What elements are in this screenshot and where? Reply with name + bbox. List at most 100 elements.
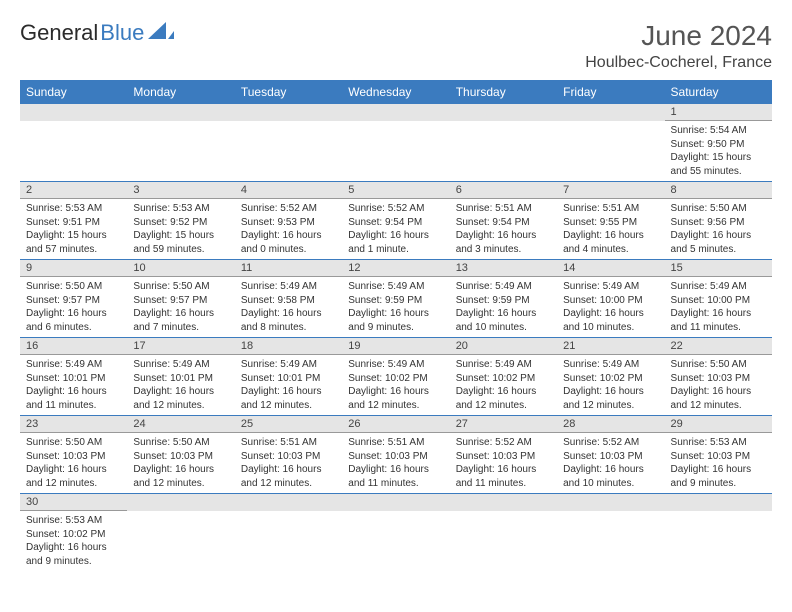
sunset-line: Sunset: 10:02 PM: [26, 528, 121, 542]
daylight-line: Daylight: 16 hours and 12 minutes.: [671, 385, 766, 412]
daylight-line: Daylight: 16 hours and 12 minutes.: [133, 463, 228, 490]
day-number: 29: [665, 416, 772, 433]
daylight-line: Daylight: 16 hours and 12 minutes.: [26, 463, 121, 490]
sunset-line: Sunset: 10:02 PM: [456, 372, 551, 386]
sunrise-line: Sunrise: 5:49 AM: [348, 280, 443, 294]
day-number: 8: [665, 182, 772, 199]
day-number-empty: [20, 104, 127, 121]
sunrise-line: Sunrise: 5:49 AM: [456, 358, 551, 372]
day-content: Sunrise: 5:53 AMSunset: 9:51 PMDaylight:…: [20, 199, 127, 259]
day-number: 30: [20, 494, 127, 511]
day-number: 24: [127, 416, 234, 433]
daylight-line: Daylight: 16 hours and 5 minutes.: [671, 229, 766, 256]
day-content: Sunrise: 5:50 AMSunset: 10:03 PMDaylight…: [127, 433, 234, 493]
day-number: 28: [557, 416, 664, 433]
sunset-line: Sunset: 10:03 PM: [671, 372, 766, 386]
day-number: 9: [20, 260, 127, 277]
sunrise-line: Sunrise: 5:49 AM: [671, 280, 766, 294]
sunset-line: Sunset: 9:58 PM: [241, 294, 336, 308]
brand-part1: General: [20, 20, 98, 46]
sunrise-line: Sunrise: 5:50 AM: [26, 436, 121, 450]
day-content: Sunrise: 5:49 AMSunset: 10:00 PMDaylight…: [557, 277, 664, 337]
calendar-day-cell: [342, 104, 449, 182]
day-content: Sunrise: 5:49 AMSunset: 10:01 PMDaylight…: [20, 355, 127, 415]
sunrise-line: Sunrise: 5:52 AM: [241, 202, 336, 216]
day-number: 20: [450, 338, 557, 355]
calendar-page: GeneralBlue June 2024 Houlbec-Cocherel, …: [0, 0, 792, 571]
day-number: 21: [557, 338, 664, 355]
day-content: Sunrise: 5:49 AMSunset: 10:02 PMDaylight…: [342, 355, 449, 415]
day-number-empty: [235, 494, 342, 511]
calendar-day-cell: 18Sunrise: 5:49 AMSunset: 10:01 PMDaylig…: [235, 338, 342, 416]
sunset-line: Sunset: 9:50 PM: [671, 138, 766, 152]
sunrise-line: Sunrise: 5:52 AM: [348, 202, 443, 216]
dayname-header: Friday: [557, 80, 664, 104]
calendar-day-cell: 11Sunrise: 5:49 AMSunset: 9:58 PMDayligh…: [235, 260, 342, 338]
sunrise-line: Sunrise: 5:49 AM: [456, 280, 551, 294]
calendar-day-cell: 8Sunrise: 5:50 AMSunset: 9:56 PMDaylight…: [665, 182, 772, 260]
calendar-day-cell: 29Sunrise: 5:53 AMSunset: 10:03 PMDaylig…: [665, 416, 772, 494]
day-content: Sunrise: 5:49 AMSunset: 10:00 PMDaylight…: [665, 277, 772, 337]
dayname-row: Sunday Monday Tuesday Wednesday Thursday…: [20, 80, 772, 104]
sunset-line: Sunset: 10:03 PM: [671, 450, 766, 464]
daylight-line: Daylight: 15 hours and 57 minutes.: [26, 229, 121, 256]
calendar-day-cell: 4Sunrise: 5:52 AMSunset: 9:53 PMDaylight…: [235, 182, 342, 260]
daylight-line: Daylight: 16 hours and 12 minutes.: [456, 385, 551, 412]
sunrise-line: Sunrise: 5:49 AM: [133, 358, 228, 372]
page-header: GeneralBlue June 2024 Houlbec-Cocherel, …: [20, 20, 772, 72]
sunrise-line: Sunrise: 5:50 AM: [671, 358, 766, 372]
day-content: Sunrise: 5:52 AMSunset: 9:53 PMDaylight:…: [235, 199, 342, 259]
day-number-empty: [450, 494, 557, 511]
calendar-day-cell: 12Sunrise: 5:49 AMSunset: 9:59 PMDayligh…: [342, 260, 449, 338]
sunrise-line: Sunrise: 5:49 AM: [26, 358, 121, 372]
sunset-line: Sunset: 9:56 PM: [671, 216, 766, 230]
daylight-line: Daylight: 16 hours and 11 minutes.: [456, 463, 551, 490]
calendar-day-cell: [342, 494, 449, 572]
day-content: Sunrise: 5:50 AMSunset: 9:57 PMDaylight:…: [127, 277, 234, 337]
sunset-line: Sunset: 10:01 PM: [26, 372, 121, 386]
sunrise-line: Sunrise: 5:49 AM: [563, 358, 658, 372]
calendar-day-cell: 9Sunrise: 5:50 AMSunset: 9:57 PMDaylight…: [20, 260, 127, 338]
dayname-header: Tuesday: [235, 80, 342, 104]
calendar-day-cell: 30Sunrise: 5:53 AMSunset: 10:02 PMDaylig…: [20, 494, 127, 572]
calendar-day-cell: 24Sunrise: 5:50 AMSunset: 10:03 PMDaylig…: [127, 416, 234, 494]
sunset-line: Sunset: 10:00 PM: [671, 294, 766, 308]
daylight-line: Daylight: 16 hours and 11 minutes.: [348, 463, 443, 490]
daylight-line: Daylight: 16 hours and 7 minutes.: [133, 307, 228, 334]
calendar-day-cell: 10Sunrise: 5:50 AMSunset: 9:57 PMDayligh…: [127, 260, 234, 338]
sunrise-line: Sunrise: 5:52 AM: [456, 436, 551, 450]
sunset-line: Sunset: 10:03 PM: [563, 450, 658, 464]
calendar-week-row: 2Sunrise: 5:53 AMSunset: 9:51 PMDaylight…: [20, 182, 772, 260]
daylight-line: Daylight: 16 hours and 12 minutes.: [348, 385, 443, 412]
day-number: 27: [450, 416, 557, 433]
daylight-line: Daylight: 16 hours and 11 minutes.: [671, 307, 766, 334]
day-number: 17: [127, 338, 234, 355]
calendar-day-cell: 27Sunrise: 5:52 AMSunset: 10:03 PMDaylig…: [450, 416, 557, 494]
sunset-line: Sunset: 9:51 PM: [26, 216, 121, 230]
calendar-day-cell: [235, 494, 342, 572]
daylight-line: Daylight: 16 hours and 9 minutes.: [671, 463, 766, 490]
sunrise-line: Sunrise: 5:53 AM: [26, 202, 121, 216]
calendar-week-row: 1Sunrise: 5:54 AMSunset: 9:50 PMDaylight…: [20, 104, 772, 182]
sunrise-line: Sunrise: 5:49 AM: [241, 280, 336, 294]
calendar-day-cell: [127, 104, 234, 182]
day-content: Sunrise: 5:53 AMSunset: 10:02 PMDaylight…: [20, 511, 127, 571]
day-number: 25: [235, 416, 342, 433]
daylight-line: Daylight: 16 hours and 10 minutes.: [456, 307, 551, 334]
sunset-line: Sunset: 9:57 PM: [26, 294, 121, 308]
sunset-line: Sunset: 9:57 PM: [133, 294, 228, 308]
sunrise-line: Sunrise: 5:53 AM: [133, 202, 228, 216]
location-text: Houlbec-Cocherel, France: [585, 54, 772, 72]
day-content: Sunrise: 5:49 AMSunset: 10:02 PMDaylight…: [450, 355, 557, 415]
sunset-line: Sunset: 10:03 PM: [26, 450, 121, 464]
day-content: Sunrise: 5:52 AMSunset: 9:54 PMDaylight:…: [342, 199, 449, 259]
day-number: 4: [235, 182, 342, 199]
calendar-day-cell: 26Sunrise: 5:51 AMSunset: 10:03 PMDaylig…: [342, 416, 449, 494]
day-number-empty: [127, 104, 234, 121]
calendar-day-cell: 25Sunrise: 5:51 AMSunset: 10:03 PMDaylig…: [235, 416, 342, 494]
sunrise-line: Sunrise: 5:52 AM: [563, 436, 658, 450]
day-number: 13: [450, 260, 557, 277]
sunrise-line: Sunrise: 5:54 AM: [671, 124, 766, 138]
sunset-line: Sunset: 10:01 PM: [133, 372, 228, 386]
day-content: Sunrise: 5:50 AMSunset: 10:03 PMDaylight…: [665, 355, 772, 415]
